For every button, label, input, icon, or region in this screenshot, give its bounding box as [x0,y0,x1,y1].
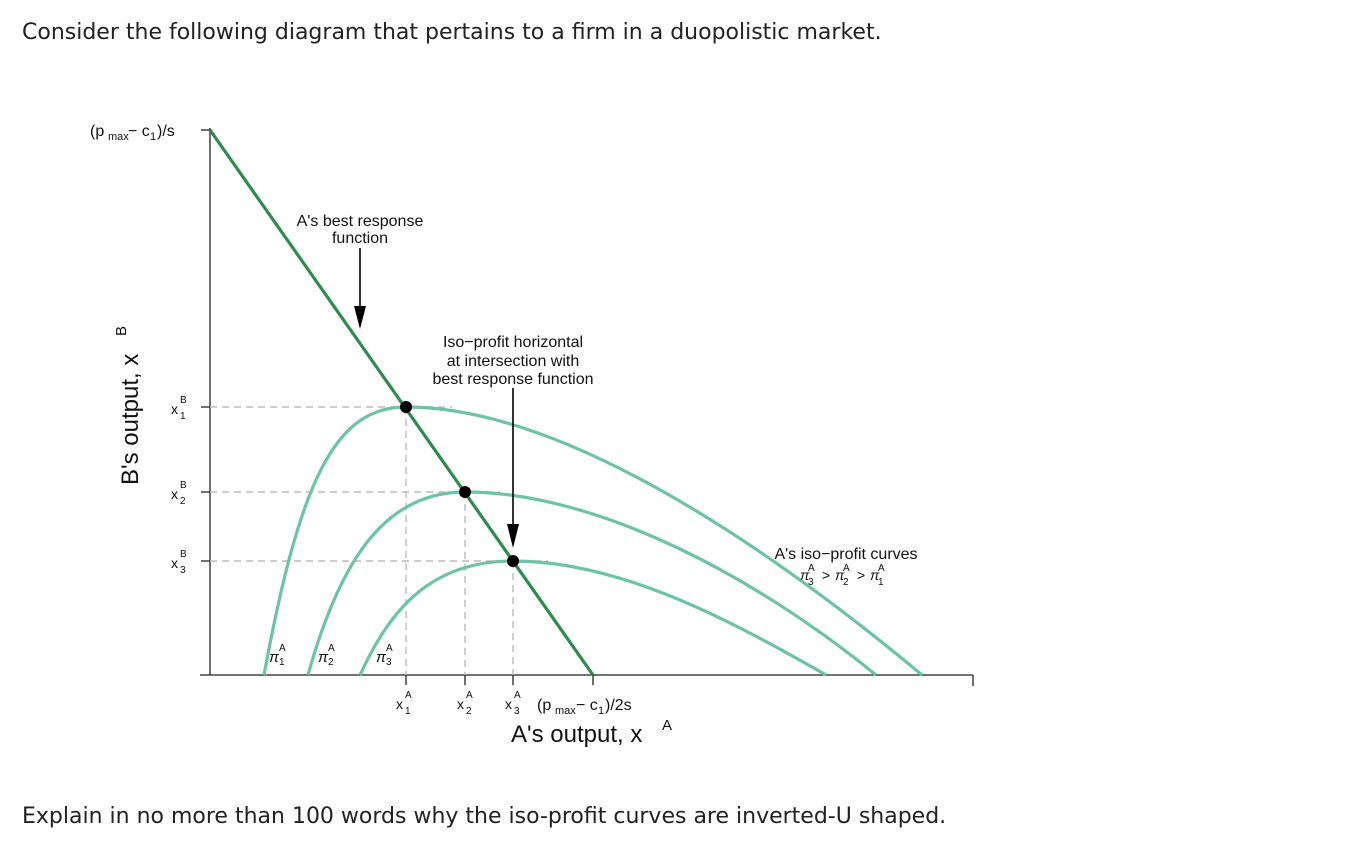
best-response-arrow-head [354,306,366,329]
svg-text:B: B [113,326,130,336]
svg-text:2: 2 [843,577,849,588]
svg-text:A: A [808,563,815,574]
y-axis-top-label: (p max − c 1 )/s [90,123,175,143]
iso-profit-curve-3 [358,559,827,677]
svg-text:− c: − c [128,123,150,140]
svg-text:A's output, x: A's output, x [511,721,642,748]
iso-horizontal-arrow-head [507,524,519,548]
svg-text:A: A [386,643,393,654]
svg-text:>: > [822,567,830,583]
x-axis-end-label: (p max − c 1 )/2s [537,697,632,717]
svg-text:3: 3 [808,577,814,588]
iso-horizontal-label-line2: at intersection with [447,353,580,370]
svg-text:1: 1 [598,705,604,717]
iso-profit-curve-2 [306,490,878,677]
iso-profit-curve-1 [262,405,924,677]
svg-text:)/s: )/s [157,123,175,140]
svg-text:)/2s: )/2s [605,697,632,714]
curve-label-pi3: π A 3 [376,643,393,668]
svg-text:A: A [878,563,885,574]
svg-text:π: π [376,649,387,666]
svg-text:A: A [662,717,672,734]
svg-text:2: 2 [466,706,472,717]
svg-text:A: A [514,690,521,701]
best-response-label-line2: function [332,230,388,247]
svg-text:π: π [269,649,280,666]
question-prompt: Explain in no more than 100 words why th… [22,804,947,829]
svg-text:2: 2 [180,496,186,507]
svg-text:3: 3 [180,565,186,576]
svg-text:A: A [328,643,335,654]
iso-curves-order: π A 3 > π A 2 > π A 1 [800,563,885,588]
iso-profit-curves [262,405,924,677]
svg-text:π: π [800,567,810,583]
svg-text:1: 1 [878,577,884,588]
x-tick-label-1: x A 1 [396,690,412,717]
svg-text:3: 3 [514,706,520,717]
svg-text:1: 1 [180,411,186,422]
svg-text:x: x [171,555,178,571]
y-tick-label-3: x B 3 [171,549,187,576]
intersection-point-3 [507,555,519,567]
x-tick-label-2: x A 2 [457,690,473,717]
svg-text:π: π [318,649,329,666]
svg-text:x: x [171,401,178,417]
y-tick-label-1: x B 1 [171,395,187,422]
svg-text:1: 1 [405,706,411,717]
svg-text:x: x [171,486,178,502]
svg-text:A: A [405,690,412,701]
intersection-point-1 [400,401,412,413]
svg-text:B: B [180,480,187,491]
svg-text:π: π [870,567,880,583]
x-tick-label-3: x A 3 [505,690,521,717]
svg-text:>: > [857,567,865,583]
svg-text:1: 1 [279,657,285,668]
svg-text:A: A [279,643,286,654]
svg-text:1: 1 [150,131,156,143]
best-response-line [208,129,595,676]
svg-text:π: π [835,567,845,583]
svg-text:3: 3 [386,657,392,668]
curve-label-pi1: π A 1 [269,643,286,668]
svg-text:x: x [396,696,403,712]
svg-text:A: A [843,563,850,574]
svg-text:max: max [555,705,576,717]
svg-text:(p: (p [90,123,104,140]
iso-horizontal-label-line1: Iso−profit horizontal [443,334,583,351]
iso-curves-title: A's iso−profit curves [774,546,917,563]
iso-horizontal-label-line3: best response function [433,371,594,388]
svg-text:B: B [180,395,187,406]
svg-text:x: x [457,696,464,712]
y-tick-label-2: x B 2 [171,480,187,507]
intersection-point-2 [459,486,471,498]
svg-text:B's output, x: B's output, x [117,354,144,485]
svg-text:A: A [466,690,473,701]
svg-text:B: B [180,549,187,560]
svg-text:max: max [108,131,129,143]
best-response-label-line1: A's best response [297,213,424,230]
svg-text:x: x [505,696,512,712]
svg-text:(p: (p [537,697,551,714]
svg-text:2: 2 [328,657,334,668]
question-intro: Consider the following diagram that pert… [22,20,882,45]
x-axis-title: A's output, x A [511,717,672,748]
svg-text:− c: − c [576,697,598,714]
curve-label-pi2: π A 2 [318,643,335,668]
y-axis-title: B's output, x B [113,326,144,485]
